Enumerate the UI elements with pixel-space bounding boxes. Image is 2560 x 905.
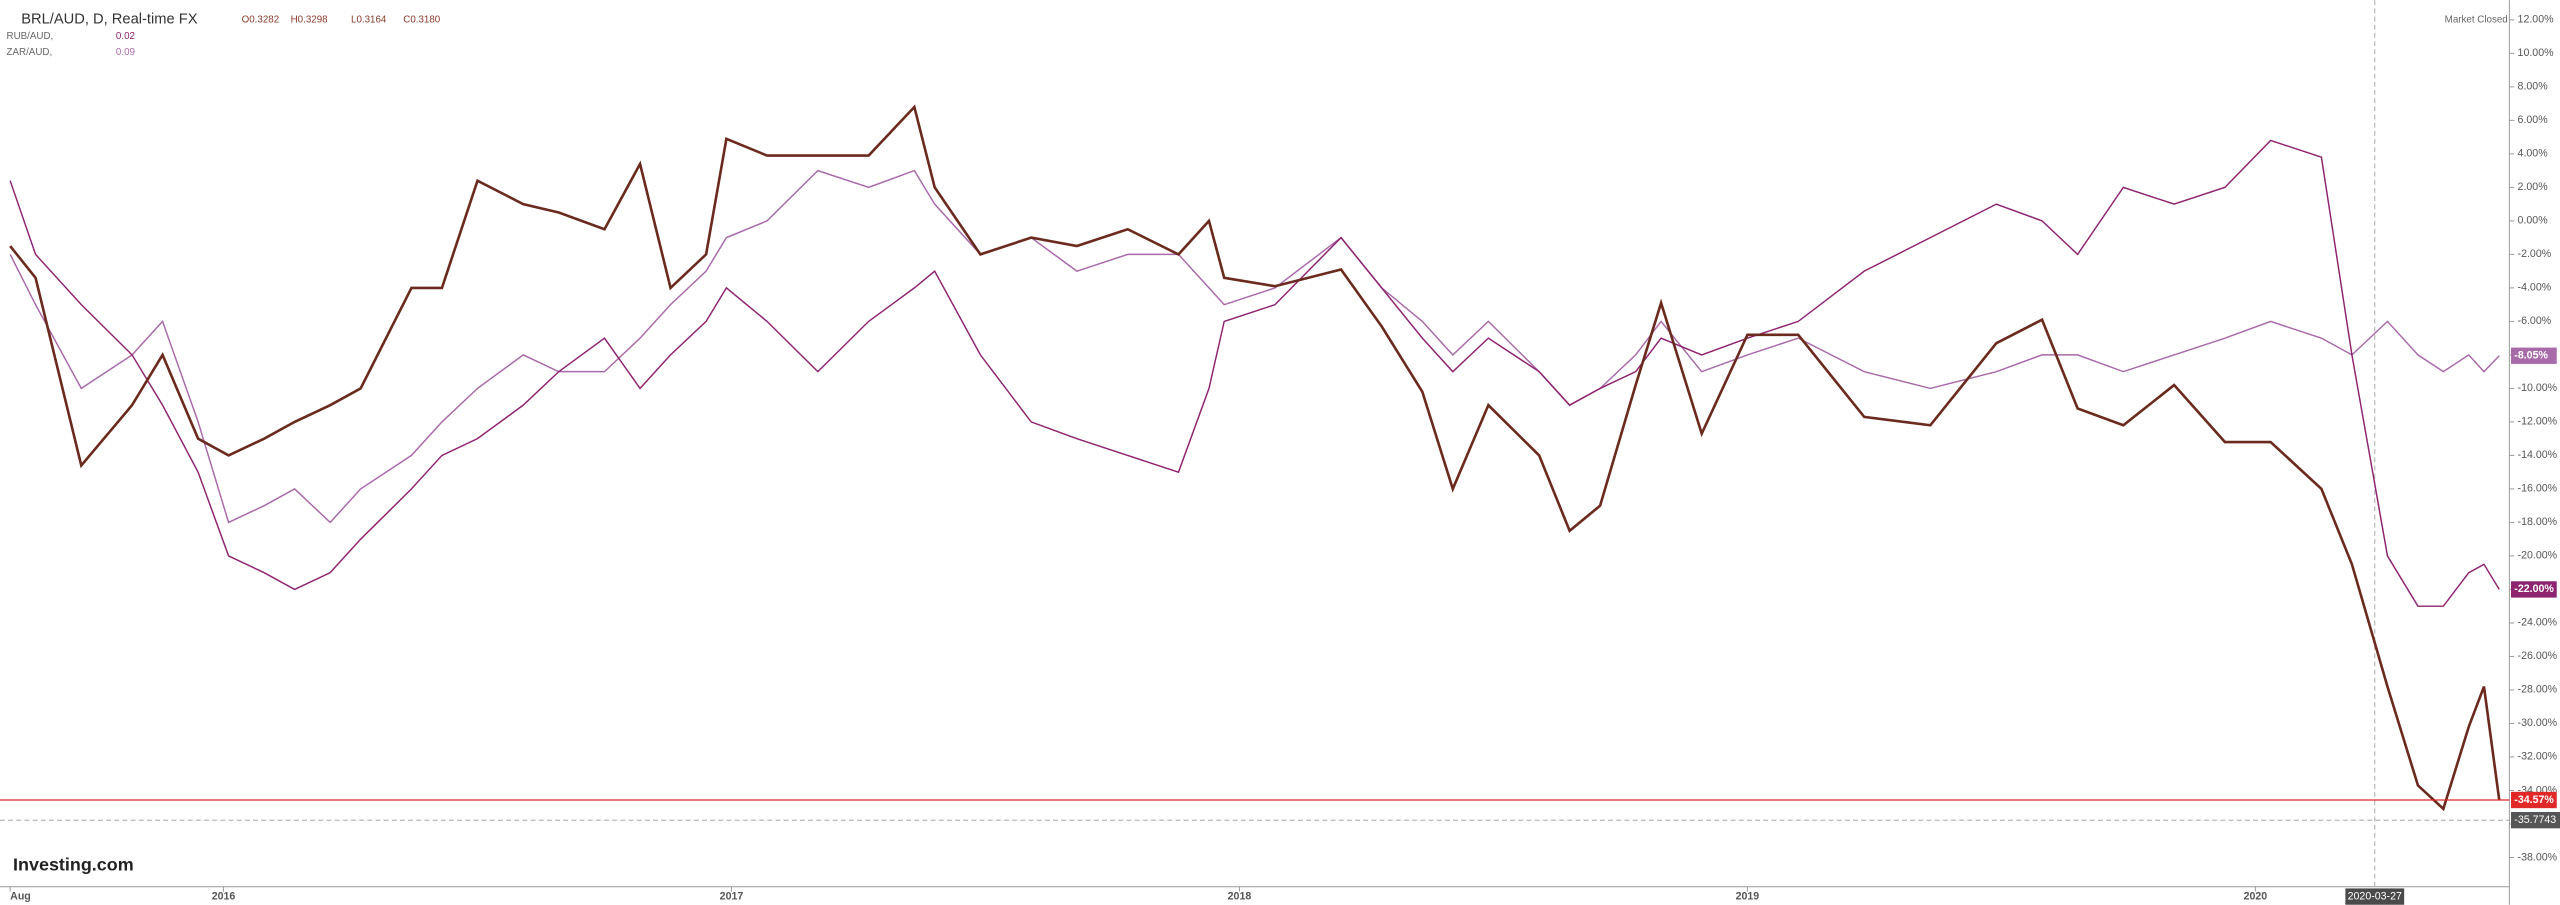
y-tick-label: 6.00% [2518,114,2549,126]
x-tick-label: 2017 [720,890,744,902]
ohlc-low: L0.3164 [351,14,387,25]
y-tick-label: 8.00% [2518,81,2549,93]
price-label: -8.05% [2514,350,2548,362]
y-tick-label: -20.00% [2518,550,2558,562]
y-tick-label: -14.00% [2518,449,2558,461]
x-tick-label: 2019 [1736,890,1760,902]
y-tick-label: 10.00% [2518,47,2555,59]
ohlc-close: C0.3180 [403,14,441,25]
y-tick-label: 12.00% [2518,14,2555,26]
y-tick-label: -10.00% [2518,382,2558,394]
y-tick-label: 4.00% [2518,148,2549,160]
y-tick-label: -32.00% [2518,751,2558,763]
y-tick-label: -6.00% [2518,315,2552,327]
market-status: Market Closed [2445,14,2508,25]
x-tick-label: 2018 [1228,890,1252,902]
series-line [9,104,2501,812]
legend-title[interactable]: BRL/AUD, D, Real-time FX [21,12,197,28]
y-tick-label: -18.00% [2518,516,2558,528]
y-tick-label: 0.00% [2518,215,2549,227]
legend-entry[interactable]: RUB/AUD, [7,31,54,42]
y-tick-label: -24.00% [2518,617,2558,629]
x-tick-label: 2016 [212,890,236,902]
price-label: -34.57% [2514,794,2554,806]
crosshair-label: 2020-03-27 [2348,890,2402,902]
y-tick-label: -2.00% [2518,248,2552,260]
ohlc-open: O0.3282 [242,14,280,25]
y-tick-label: -38.00% [2518,851,2558,863]
y-tick-label: -30.00% [2518,717,2558,729]
y-tick-label: -16.00% [2518,483,2558,495]
legend-value: 0.09 [116,47,135,58]
y-tick-label: -28.00% [2518,684,2558,696]
legend-entry[interactable]: ZAR/AUD, [7,47,53,58]
y-tick-label: 2.00% [2518,181,2549,193]
price-label-box [2511,347,2557,364]
brand-logo: Investing.com [13,854,134,874]
legend-value: 0.02 [116,31,135,42]
y-tick-label: -26.00% [2518,650,2558,662]
series-line [9,169,2500,524]
crosshair-label-box [2345,888,2405,905]
price-label-box [2511,581,2557,598]
series-line [9,139,2500,607]
x-tick-label: Aug [10,890,31,902]
x-tick-label: 2020 [2244,890,2268,902]
price-label: -22.00% [2514,583,2554,595]
low-label-box [2511,812,2560,829]
price-label-box [2511,791,2557,809]
y-tick-label: -4.00% [2518,282,2552,294]
ohlc-high: H0.3298 [291,14,329,25]
low-label: -35.7743 [2514,814,2556,826]
y-tick-label: -12.00% [2518,416,2558,428]
